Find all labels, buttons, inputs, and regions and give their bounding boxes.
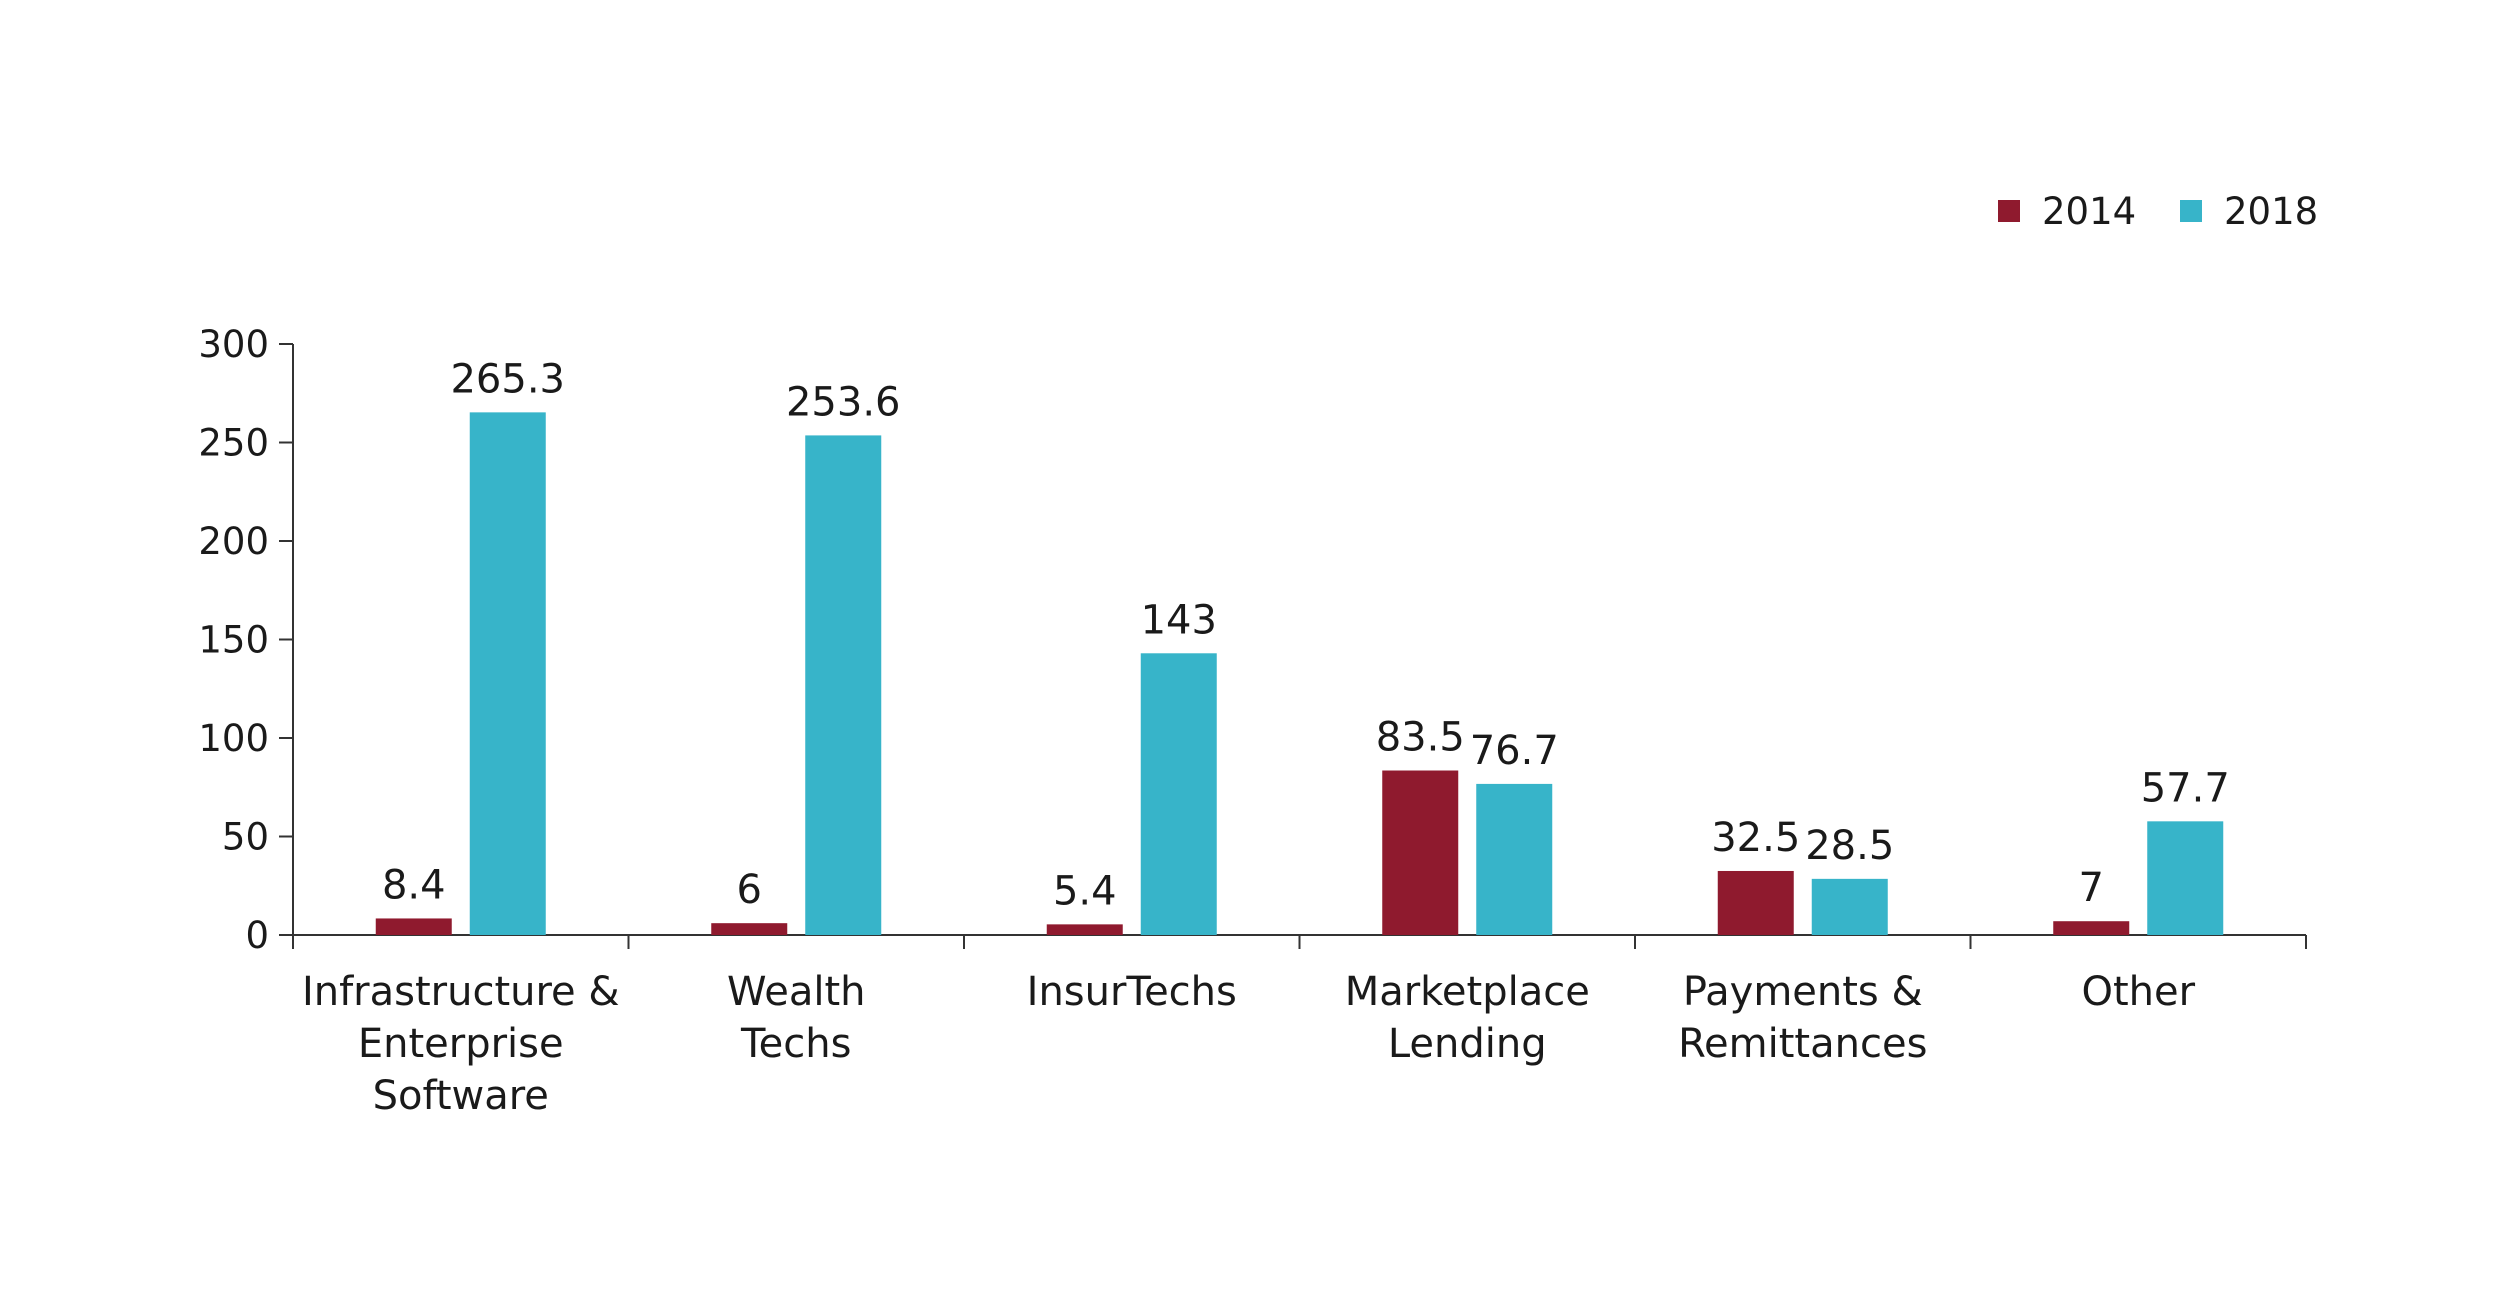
bar-2018 — [1140, 653, 1217, 935]
bar-2018 — [805, 435, 882, 935]
bar-2014 — [1382, 770, 1459, 935]
category-label: Enterprise — [358, 1021, 564, 1067]
data-label-2014: 5.4 — [1053, 868, 1117, 914]
x-axis — [292, 934, 2307, 949]
y-tick-label: 50 — [222, 816, 269, 859]
data-label-2014: 6 — [737, 867, 762, 913]
data-label-2014: 8.4 — [382, 862, 446, 908]
y-tick-label: 150 — [198, 619, 269, 662]
data-label-2014: 32.5 — [1711, 815, 1800, 861]
bar-2014 — [1717, 870, 1794, 935]
data-label-2018: 143 — [1141, 597, 1217, 643]
data-label-2018: 28.5 — [1805, 823, 1894, 869]
category-label: Software — [373, 1073, 549, 1119]
data-label-2018: 253.6 — [786, 379, 901, 425]
category-label: InsurTechs — [1027, 969, 1237, 1015]
data-label-2018: 57.7 — [2141, 765, 2230, 811]
category-label: Techs — [740, 1021, 851, 1067]
category-label: Lending — [1388, 1021, 1547, 1067]
y-tick-label: 300 — [198, 323, 269, 366]
data-label-2014: 7 — [2079, 865, 2104, 911]
category-label: Infrastructure & — [302, 969, 620, 1015]
bar-2018 — [2147, 821, 2224, 935]
category-labels: Infrastructure & Enterprise Software Wealth… — [302, 969, 2196, 1119]
category-label: Other — [2081, 969, 2195, 1015]
y-tick-label: 200 — [198, 520, 269, 563]
data-label-2014: 83.5 — [1376, 715, 1465, 761]
bar-2014 — [2053, 921, 2130, 935]
bar-2018 — [1476, 783, 1553, 935]
category-label: Remittances — [1678, 1021, 1927, 1067]
legend-label-2018: 2018 — [2224, 190, 2318, 233]
category-label: Payments & — [1683, 969, 1923, 1015]
bar-2018 — [469, 412, 546, 935]
bar-2014 — [711, 923, 788, 935]
bar-2014 — [375, 918, 452, 935]
legend-swatch-2018 — [2180, 200, 2202, 222]
bar-2014 — [1046, 924, 1123, 935]
category-label: Wealth — [727, 969, 865, 1015]
legend-swatch-2014 — [1998, 200, 2020, 222]
category-label: Marketplace — [1345, 969, 1590, 1015]
legend: 2014 2018 — [1998, 190, 2318, 233]
data-label-2018: 265.3 — [450, 356, 565, 402]
bar-2018 — [1811, 878, 1888, 935]
y-axis: 0 50 100 150 200 250 300 — [198, 323, 294, 957]
y-tick-label: 100 — [198, 717, 269, 760]
y-tick-label: 250 — [198, 422, 269, 465]
data-labels: 8.4 265.3 6 253.6 5.4 143 83.5 76.7 32.5 28.5 7 57.… — [382, 356, 2230, 914]
y-tick-label: 0 — [245, 914, 269, 957]
bars — [375, 412, 2224, 935]
data-label-2018: 76.7 — [1470, 728, 1559, 774]
legend-label-2014: 2014 — [2042, 190, 2136, 233]
